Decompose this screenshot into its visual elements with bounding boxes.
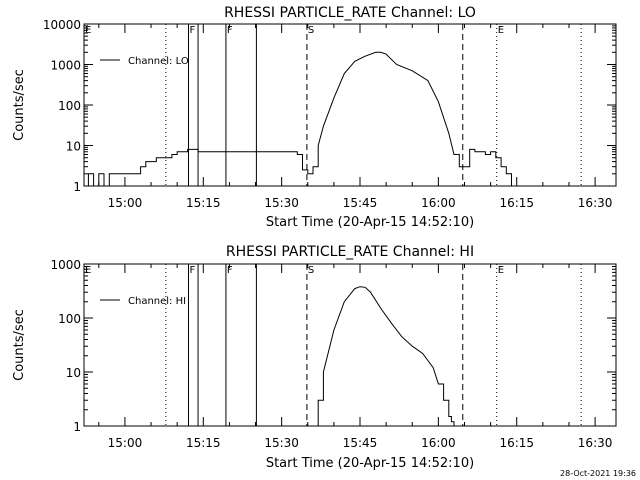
- event-marker-label: F: [227, 265, 233, 276]
- x-tick-label: 15:00: [108, 436, 143, 450]
- y-tick-label: 10: [66, 140, 81, 154]
- event-marker-label: F: [189, 25, 195, 36]
- event-marker-label: S: [308, 265, 314, 276]
- y-axis-label: Counts/sec: [12, 69, 27, 141]
- x-tick-label: 15:45: [343, 196, 378, 210]
- x-tick-label: 16:15: [499, 436, 534, 450]
- event-marker-label: E: [85, 25, 91, 36]
- plot-frame: [83, 23, 617, 187]
- y-tick-label: 100: [58, 312, 81, 326]
- lo-channel-panel: RHESSI PARTICLE_RATE Channel: LO 1 10 100 10…: [12, 5, 617, 230]
- y-tick-label: 10: [66, 366, 81, 380]
- data-series-line: [84, 51, 575, 187]
- event-marker-label: F: [227, 25, 233, 36]
- event-marker-label: F: [189, 265, 195, 276]
- event-marker-label: S: [308, 25, 314, 36]
- x-tick-label: 16:30: [578, 196, 613, 210]
- y-tick-label: 1: [73, 420, 81, 434]
- x-tick-label: 15:45: [343, 436, 378, 450]
- y-axis-label: Counts/sec: [12, 309, 27, 381]
- x-tick-label: 15:00: [108, 196, 143, 210]
- x-tick-label: 16:30: [578, 436, 613, 450]
- y-tick-label: 10000: [43, 18, 81, 32]
- chart-title: RHESSI PARTICLE_RATE Channel: HI: [226, 244, 474, 260]
- y-tick-label: 100: [58, 99, 81, 113]
- x-tick-label: 15:15: [186, 436, 221, 450]
- x-axis-label: Start Time (20-Apr-15 14:52:10): [266, 456, 474, 471]
- timestamp-footer: 28-Oct-2021 19:36: [560, 469, 636, 478]
- y-tick-label: 1000: [50, 59, 81, 73]
- data-series-line: [313, 286, 455, 427]
- x-tick-label: 16:15: [499, 196, 534, 210]
- plot-frame: [83, 263, 617, 427]
- x-tick-label: 16:00: [421, 196, 456, 210]
- x-tick-label: 15:30: [264, 196, 299, 210]
- y-tick-label: 1000: [50, 258, 81, 272]
- event-marker-label: E: [85, 265, 91, 276]
- x-tick-label: 16:00: [421, 436, 456, 450]
- legend-label: Channel: LO: [128, 56, 189, 67]
- chart-title: RHESSI PARTICLE_RATE Channel: LO: [224, 5, 476, 21]
- event-marker-label: E: [498, 25, 504, 36]
- x-tick-label: 15:15: [186, 196, 221, 210]
- legend-label: Channel: HI: [128, 296, 186, 307]
- hi-channel-panel: RHESSI PARTICLE_RATE Channel: HI 1 10 100 10…: [12, 244, 617, 471]
- event-marker-label: E: [498, 265, 504, 276]
- y-tick-label: 1: [73, 180, 81, 194]
- x-axis-label: Start Time (20-Apr-15 14:52:10): [266, 215, 474, 230]
- x-tick-label: 15:30: [264, 436, 299, 450]
